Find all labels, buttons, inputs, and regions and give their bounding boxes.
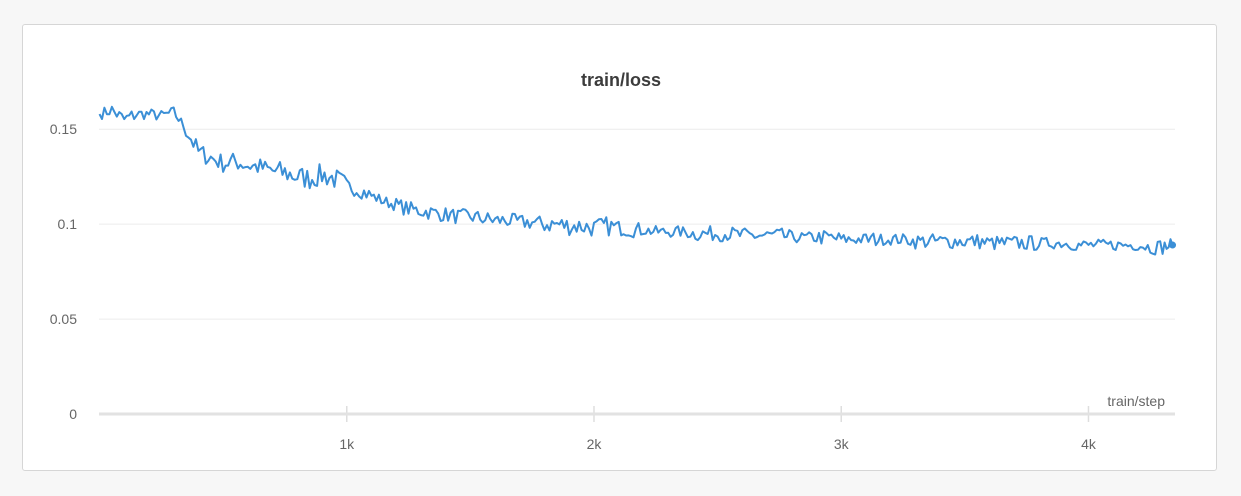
x-tick-label: 4k — [1081, 436, 1097, 452]
x-tick-label: 1k — [339, 436, 355, 452]
y-tick-label: 0.15 — [50, 121, 77, 137]
chart-title: train/loss — [581, 70, 661, 90]
y-tick-label: 0.1 — [58, 216, 78, 232]
x-axis-ticks: 1k 2k 3k 4k — [339, 406, 1097, 452]
x-axis-label: train/step — [1107, 393, 1165, 409]
y-tick-label: 0.05 — [50, 311, 77, 327]
line-chart: train/loss 0 0.05 0.1 0.15 1k 2k 3k 4k train/s… — [50, 70, 1177, 452]
x-tick-label: 2k — [587, 436, 603, 452]
y-axis-ticks: 0 0.05 0.1 0.15 — [50, 121, 77, 422]
x-tick-label: 3k — [834, 436, 850, 452]
series-line-train-loss[interactable] — [98, 105, 1174, 256]
chart-panel: train/loss 0 0.05 0.1 0.15 1k 2k 3k 4k train/s… — [22, 24, 1217, 471]
y-tick-label: 0 — [69, 406, 77, 422]
last-point-marker[interactable] — [1169, 241, 1177, 249]
